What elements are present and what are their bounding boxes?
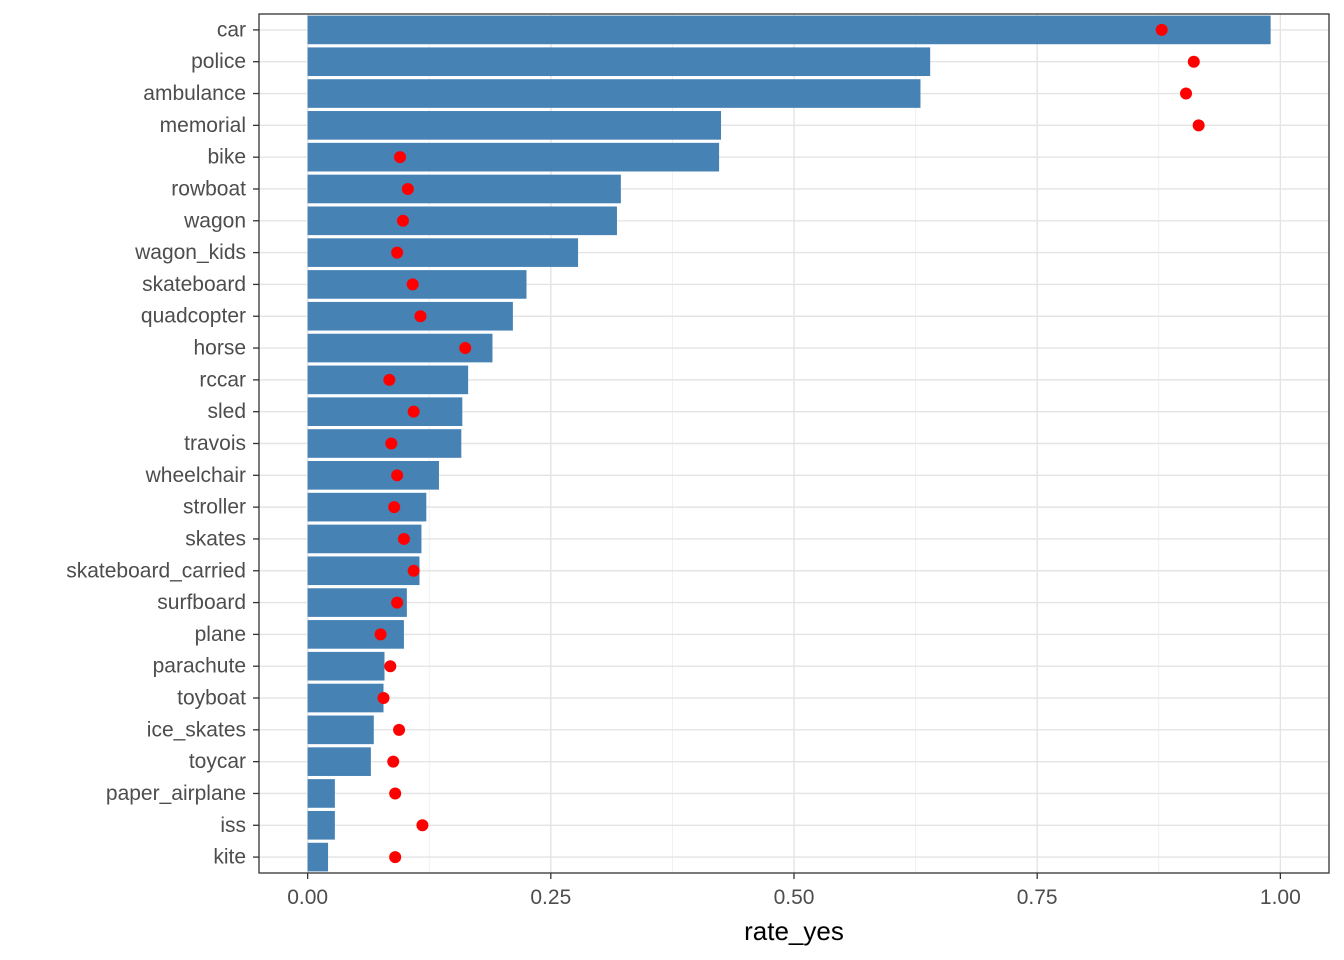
point-skates	[397, 532, 410, 545]
y-tick-label: memorial	[160, 114, 246, 137]
point-toyboat	[377, 692, 390, 705]
bar-surfboard	[307, 588, 407, 617]
y-tick-label: ambulance	[143, 82, 246, 105]
point-skateboard	[406, 278, 419, 291]
y-tick-label: horse	[193, 337, 246, 360]
point-sled	[407, 405, 420, 418]
y-tick-label: paper_airplane	[106, 782, 246, 805]
point-quadcopter	[414, 310, 427, 323]
bar-toyboat	[307, 683, 384, 713]
y-tick-label: parachute	[153, 655, 246, 678]
y-tick-label: quadcopter	[141, 305, 246, 328]
point-iss	[416, 819, 429, 832]
y-tick-label: toycar	[189, 750, 246, 773]
y-tick-label: stroller	[183, 496, 246, 519]
point-bike	[394, 151, 407, 164]
x-axis-title: rate_yes	[744, 916, 844, 946]
bar-toycar	[307, 747, 371, 776]
y-axis: car police ambulance memorial bike rowboat wag…	[66, 18, 259, 869]
bar-bike	[307, 142, 720, 172]
point-wheelchair	[391, 469, 404, 482]
y-tick-label: wagon_kids	[134, 241, 246, 264]
x-tick-label: 0.25	[530, 886, 571, 909]
bar-plane	[307, 620, 404, 649]
x-tick-label: 1.00	[1260, 886, 1301, 909]
y-tick-label: surfboard	[157, 591, 246, 614]
point-wagon-kids	[391, 246, 404, 259]
y-tick-label: skates	[185, 527, 246, 550]
point-parachute	[384, 660, 397, 673]
point-ambulance	[1180, 87, 1193, 100]
y-tick-label: travois	[184, 432, 246, 455]
y-tick-label: plane	[195, 623, 246, 646]
point-toycar	[387, 755, 400, 768]
y-tick-label: kite	[213, 846, 246, 869]
y-tick-label: rowboat	[171, 177, 246, 200]
bar-police	[307, 47, 931, 77]
bar-wagon	[307, 206, 617, 236]
point-rccar	[383, 373, 396, 386]
point-ice-skates	[393, 723, 406, 736]
bar-wagon-kids	[307, 238, 579, 267]
bar-ambulance	[307, 79, 921, 108]
y-tick-label: wheelchair	[145, 464, 246, 487]
bar-ice-skates	[307, 715, 374, 745]
point-skateboard-carried	[407, 564, 420, 577]
point-horse	[459, 342, 472, 355]
x-tick-label: 0.75	[1017, 886, 1058, 909]
y-tick-label: sled	[207, 400, 246, 423]
y-tick-label: car	[217, 18, 246, 41]
bar-kite	[307, 842, 329, 872]
point-rowboat	[401, 182, 414, 195]
y-tick-label: skateboard_carried	[66, 559, 246, 582]
point-wagon	[396, 214, 409, 227]
point-plane	[374, 628, 387, 641]
bar-wheelchair	[307, 460, 439, 490]
point-paper-airplane	[389, 787, 402, 800]
point-car	[1155, 23, 1168, 36]
y-tick-label: police	[191, 50, 246, 73]
bar-travois	[307, 429, 462, 458]
bar-sled	[307, 397, 463, 427]
bar-skateboard-carried	[307, 556, 420, 586]
point-police	[1187, 55, 1200, 68]
x-tick-label: 0.50	[774, 886, 815, 909]
y-tick-label: rccar	[199, 368, 246, 391]
point-series	[374, 23, 1205, 864]
y-tick-label: ice_skates	[147, 718, 246, 741]
y-tick-label: wagon	[183, 209, 246, 232]
bar-iss	[307, 810, 335, 840]
point-memorial	[1192, 119, 1205, 132]
point-travois	[385, 437, 398, 450]
bar-stroller	[307, 492, 427, 522]
bar-parachute	[307, 651, 385, 681]
bar-rowboat	[307, 174, 621, 204]
bar-paper-airplane	[307, 779, 335, 808]
point-surfboard	[391, 596, 404, 609]
point-stroller	[388, 501, 401, 514]
x-tick-label: 0.00	[287, 886, 328, 909]
bar-quadcopter	[307, 301, 513, 331]
y-tick-label: toyboat	[177, 687, 246, 710]
x-axis: 0.00 0.25 0.50 0.75 1.00	[287, 873, 1301, 909]
y-tick-label: iss	[220, 814, 246, 837]
bar-memorial	[307, 111, 722, 140]
y-tick-label: bike	[207, 146, 246, 169]
y-tick-label: skateboard	[142, 273, 246, 296]
bar-car	[307, 15, 1271, 45]
point-kite	[389, 851, 402, 864]
bar-series	[307, 15, 1271, 872]
